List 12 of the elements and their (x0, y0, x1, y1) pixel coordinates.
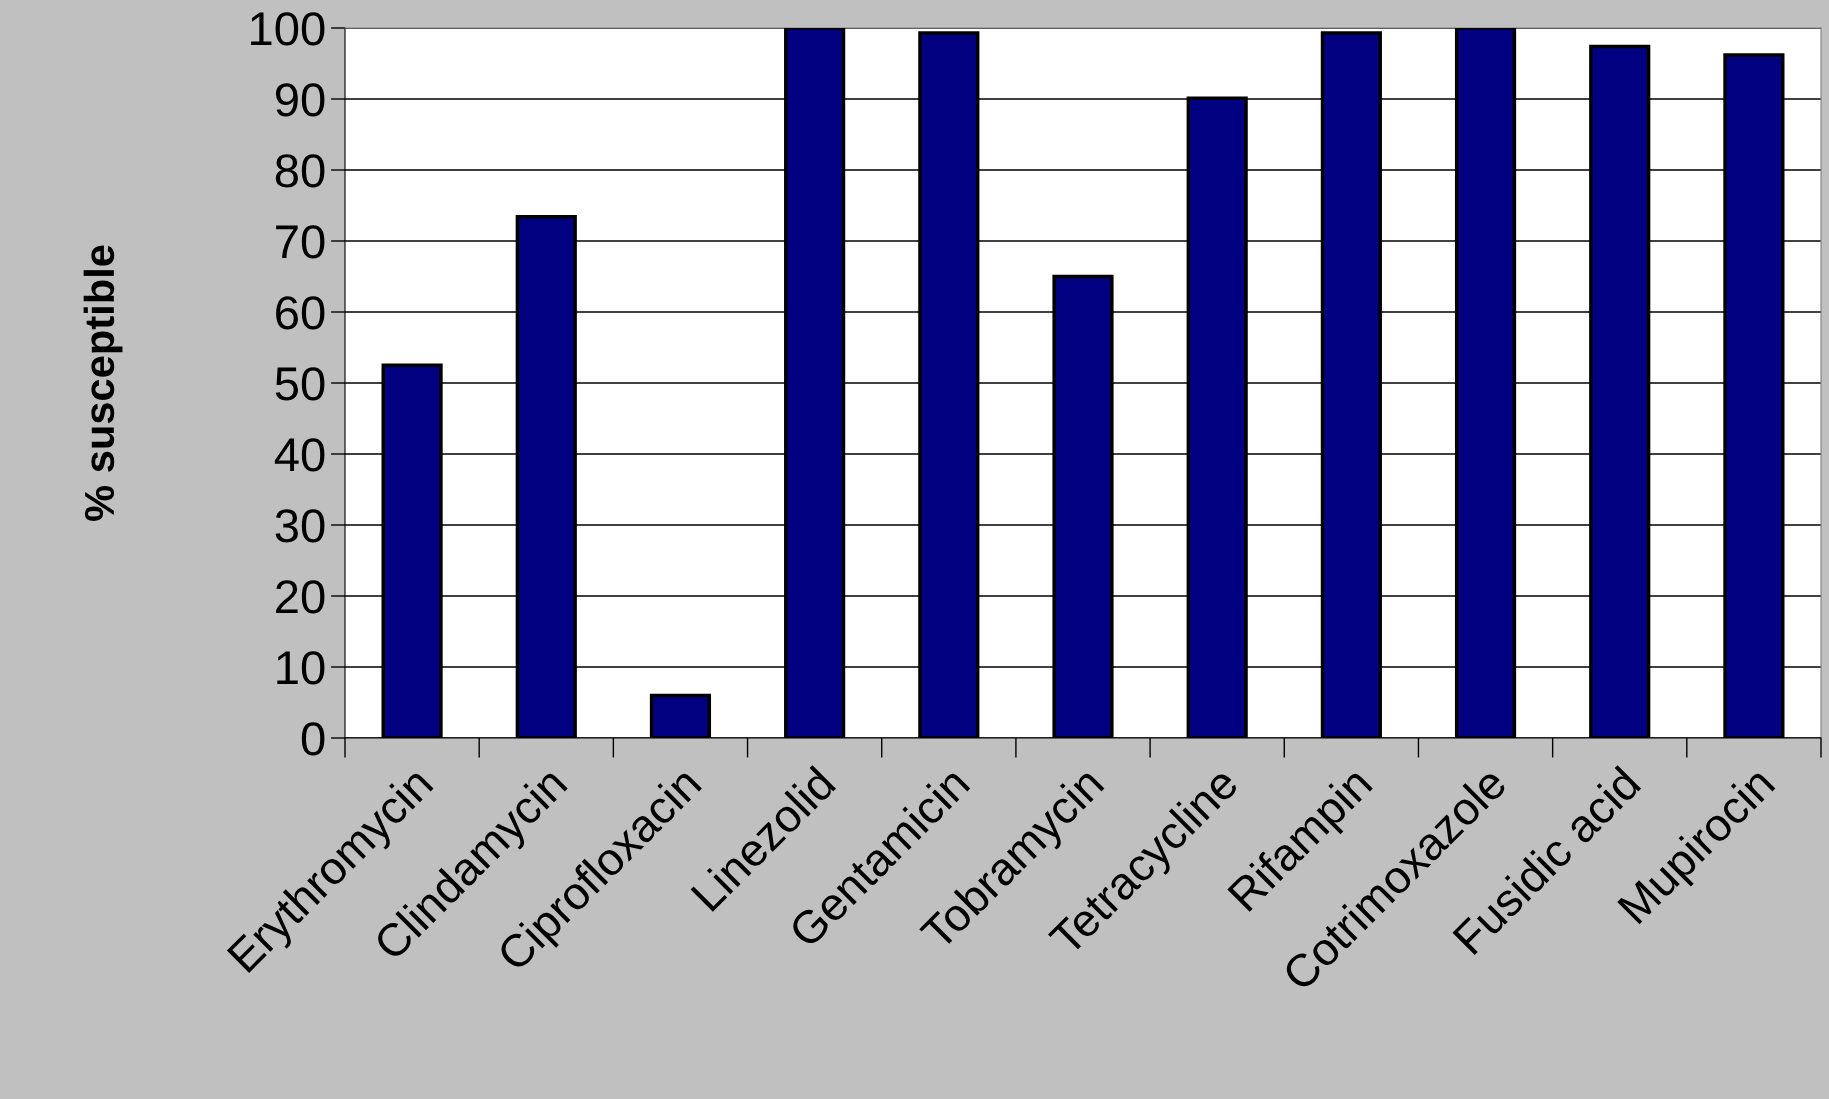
y-tick-label: 60 (276, 296, 325, 330)
y-axis-title: % susceptible (83, 245, 123, 521)
y-tick-label: 20 (276, 580, 325, 614)
y-tick-label: 90 (275, 83, 325, 117)
y-tick-label: 40 (274, 438, 325, 472)
y-tick-label: 70 (276, 225, 325, 259)
y-tick-label: 80 (275, 154, 325, 188)
y-tick-label: 0 (301, 722, 325, 756)
y-tick-label: 30 (275, 509, 325, 543)
y-tick-label: 10 (277, 651, 325, 685)
y-tick-label: 100 (251, 12, 325, 46)
y-tick-label: 50 (275, 367, 325, 401)
